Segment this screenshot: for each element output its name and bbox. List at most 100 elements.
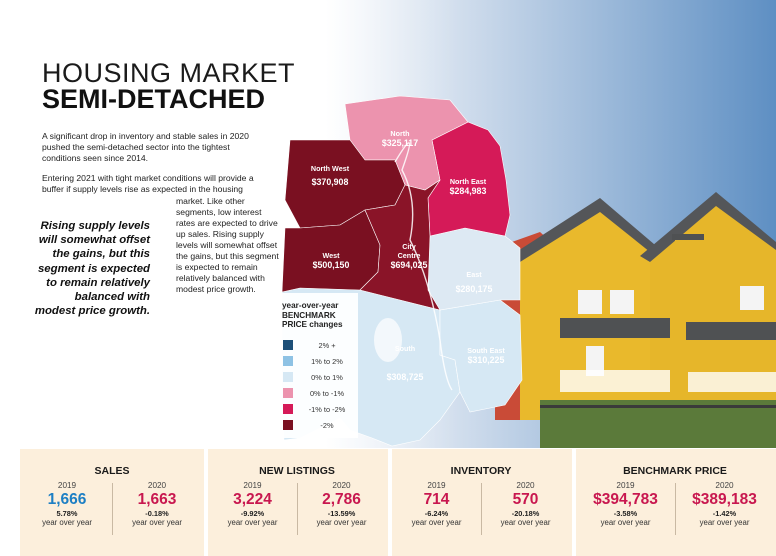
stat-year: 2020 <box>332 481 351 490</box>
map-region-south-east <box>439 299 523 413</box>
stat-change: -13.59% <box>327 509 356 518</box>
stat-2020: 2020 $389,183 -1.42% year over year <box>675 481 774 528</box>
legend-label: 0% to -1% <box>309 389 345 398</box>
stat-2020: 2020 2,786 -13.59% year over year <box>297 481 386 528</box>
legend-item: -2% <box>283 420 357 430</box>
stat-note: year over year <box>699 518 750 527</box>
legend-swatch <box>283 404 293 414</box>
stat-2020: 2020 570 -20.18% year over year <box>481 481 570 528</box>
stat-note: year over year <box>411 518 462 527</box>
region-value: $308,725 <box>386 372 424 382</box>
region-value: $310,225 <box>467 355 505 365</box>
stat-2019: 2019 3,224 -9.92% year over year <box>208 481 297 528</box>
page-title-line2: SEMI-DETACHED <box>42 84 266 114</box>
stat-2019: 2019 714 -6.24% year over year <box>392 481 481 528</box>
panel-separator <box>388 449 392 556</box>
stat-title: NEW LISTINGS <box>259 465 335 477</box>
region-value: $370,908 <box>311 177 349 187</box>
page-title-line1: HOUSING MARKET <box>42 58 296 88</box>
panel-separator <box>572 449 576 556</box>
region-value: $500,150 <box>312 260 350 270</box>
map-label-east: East $280,175 <box>452 270 496 295</box>
stat-value: $389,183 <box>692 491 757 508</box>
legend-swatch <box>283 420 293 430</box>
legend-title: year-over-year BENCHMARK PRICE changes <box>282 301 343 330</box>
map-label-north: North $325,117 <box>380 129 420 149</box>
stat-panel-benchmark-price: BENCHMARK PRICE 2019 $394,783 -3.58% yea… <box>576 455 774 543</box>
legend-label: 1% to 2% <box>311 357 343 366</box>
region-name: North East <box>449 177 487 186</box>
stat-change: 5.78% <box>56 509 78 518</box>
region-name: West <box>322 251 340 260</box>
map-label-south: South $308,725 <box>380 344 430 383</box>
stats-strip <box>20 449 776 556</box>
stat-note: year over year <box>500 518 551 527</box>
legend-item: 2% + <box>283 340 357 350</box>
column-divider <box>297 483 298 535</box>
column-divider <box>675 483 676 535</box>
stat-panel-new-listings: NEW LISTINGS 2019 3,224 -9.92% year over… <box>208 455 386 543</box>
map-label-south-east: South East $310,225 <box>458 346 514 366</box>
legend-swatch <box>283 388 293 398</box>
region-value: $325,117 <box>381 138 419 148</box>
legend-item: 0% to 1% <box>283 372 357 382</box>
stat-note: year over year <box>600 518 651 527</box>
stat-2019: 2019 1,666 5.78% year over year <box>22 481 112 528</box>
legend-swatch <box>283 372 293 382</box>
background-photo <box>0 0 776 448</box>
stat-change: -20.18% <box>511 509 540 518</box>
legend-title-line3: PRICE changes <box>282 320 343 329</box>
stat-2019: 2019 $394,783 -3.58% year over year <box>576 481 675 528</box>
region-name: North <box>390 129 410 138</box>
panel-separator <box>204 449 208 556</box>
stat-change: -3.58% <box>613 509 638 518</box>
stat-change: -1.42% <box>712 509 737 518</box>
map-label-north-east: North East $284,983 <box>440 177 496 197</box>
stat-year: 2019 <box>57 481 77 490</box>
house-illustration <box>495 192 776 448</box>
stat-value: 570 <box>512 491 539 508</box>
stat-note: year over year <box>42 518 92 527</box>
stat-value: 2,786 <box>322 491 361 508</box>
column-divider <box>112 483 113 535</box>
legend-swatch <box>283 356 293 366</box>
stat-year: 2020 <box>715 481 734 490</box>
region-name: East <box>466 270 482 279</box>
legend-title-line2: BENCHMARK <box>282 310 336 320</box>
region-name: South East <box>467 346 505 355</box>
stat-value: 1,666 <box>47 491 87 508</box>
stat-value: 3,224 <box>233 491 272 508</box>
legend-title-line1: year-over-year <box>282 301 339 310</box>
stat-year: 2019 <box>243 481 262 490</box>
region-name: North West <box>310 164 350 173</box>
outlook-paragraph-continued: market. Like other segments, low interes… <box>176 196 279 294</box>
map-label-city-centre: City Centre $694,025 <box>384 242 434 271</box>
region-value: $694,025 <box>390 260 428 270</box>
stat-year: 2020 <box>147 481 167 490</box>
stat-value: 714 <box>423 491 450 508</box>
legend-item: -1% to -2% <box>283 404 357 414</box>
map-region-east <box>427 227 521 311</box>
region-name: South <box>394 344 416 353</box>
stat-change: -0.18% <box>145 509 169 518</box>
stat-change: -6.24% <box>424 509 449 518</box>
legend-item: 1% to 2% <box>283 356 357 366</box>
stat-title: BENCHMARK PRICE <box>623 465 727 477</box>
legend-swatch <box>283 340 293 350</box>
stat-year: 2019 <box>427 481 446 490</box>
stat-year: 2020 <box>516 481 535 490</box>
map-legend: year-over-year BENCHMARK PRICE changes 2… <box>274 293 358 438</box>
map-label-north-west: North West $370,908 <box>302 164 358 188</box>
stat-note: year over year <box>227 518 278 527</box>
legend-label: -2% <box>320 421 334 430</box>
column-divider <box>481 483 482 535</box>
stat-title: INVENTORY <box>450 465 512 477</box>
stat-note: year over year <box>316 518 367 527</box>
stat-panel-inventory: INVENTORY 2019 714 -6.24% year over year… <box>392 455 570 543</box>
region-value: $284,983 <box>449 186 487 196</box>
legend-label: 2% + <box>318 341 336 350</box>
stat-2020: 2020 1,663 -0.18% year over year <box>112 481 202 528</box>
stat-panel-sales: SALES 2019 1,666 5.78% year over year 20… <box>22 455 202 543</box>
intro-paragraph: A significant drop in inventory and stab… <box>42 131 249 163</box>
stat-year: 2019 <box>616 481 635 490</box>
